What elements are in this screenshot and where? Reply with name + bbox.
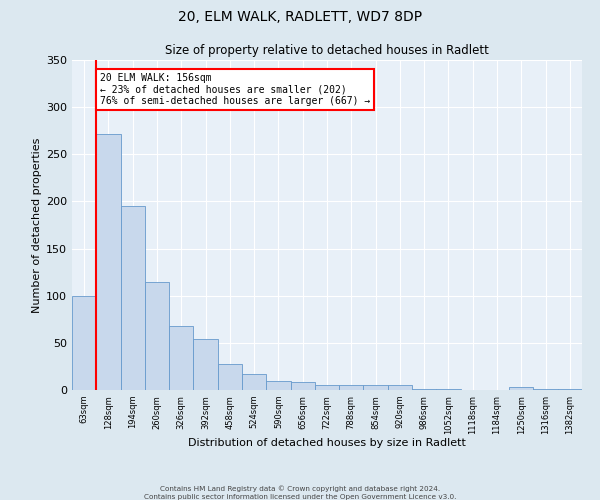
Bar	[169, 326, 193, 390]
Bar	[412, 389, 436, 390]
Y-axis label: Number of detached properties: Number of detached properties	[32, 138, 42, 312]
Bar	[339, 386, 364, 390]
Bar	[242, 374, 266, 390]
Bar	[145, 282, 169, 390]
Bar	[558, 389, 582, 390]
Title: Size of property relative to detached houses in Radlett: Size of property relative to detached ho…	[165, 44, 489, 58]
X-axis label: Distribution of detached houses by size in Radlett: Distribution of detached houses by size …	[188, 438, 466, 448]
Bar	[290, 382, 315, 390]
Text: 20, ELM WALK, RADLETT, WD7 8DP: 20, ELM WALK, RADLETT, WD7 8DP	[178, 10, 422, 24]
Bar	[193, 339, 218, 390]
Text: Contains public sector information licensed under the Open Government Licence v3: Contains public sector information licen…	[144, 494, 456, 500]
Text: 20 ELM WALK: 156sqm
← 23% of detached houses are smaller (202)
76% of semi-detac: 20 ELM WALK: 156sqm ← 23% of detached ho…	[100, 73, 370, 106]
Bar	[315, 386, 339, 390]
Bar	[72, 296, 96, 390]
Bar	[388, 386, 412, 390]
Bar	[266, 380, 290, 390]
Bar	[509, 387, 533, 390]
Bar	[436, 389, 461, 390]
Bar	[533, 389, 558, 390]
Text: Contains HM Land Registry data © Crown copyright and database right 2024.: Contains HM Land Registry data © Crown c…	[160, 486, 440, 492]
Bar	[121, 206, 145, 390]
Bar	[218, 364, 242, 390]
Bar	[364, 386, 388, 390]
Bar	[96, 134, 121, 390]
